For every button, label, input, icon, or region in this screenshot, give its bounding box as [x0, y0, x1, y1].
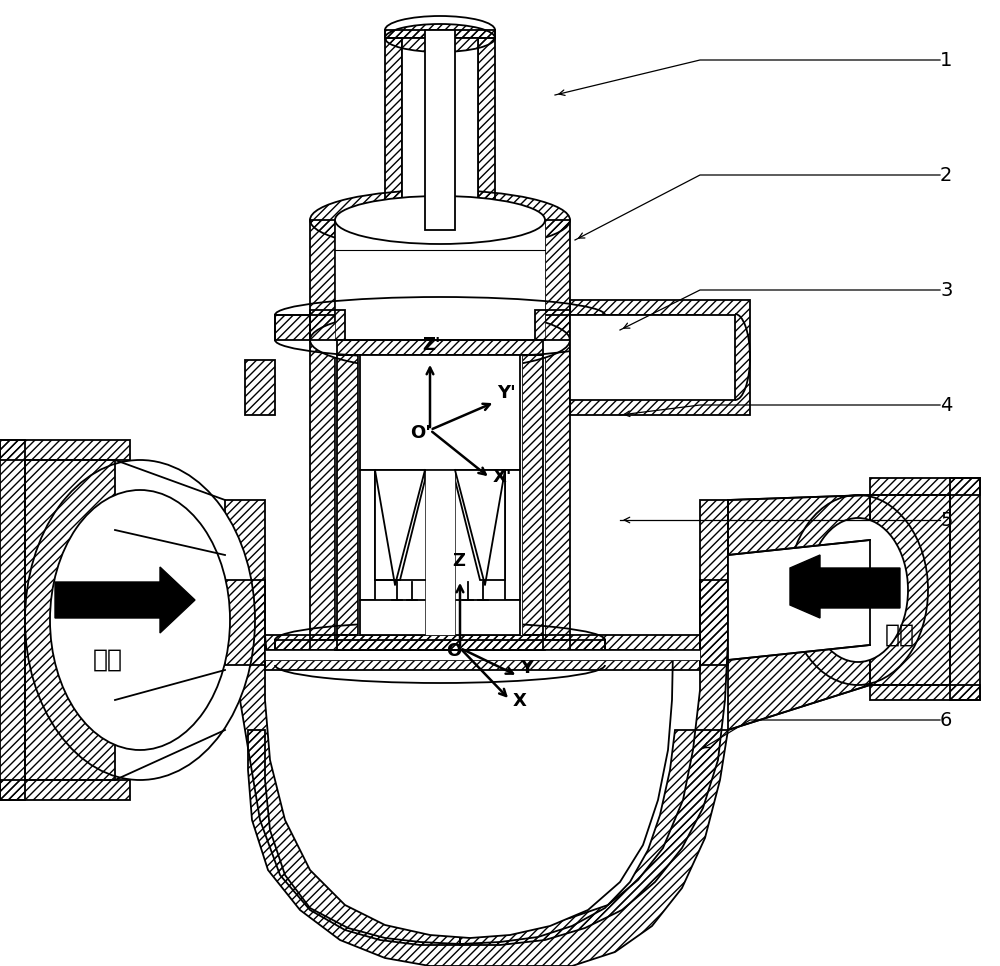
Ellipse shape: [50, 490, 230, 750]
Text: 1: 1: [940, 50, 952, 70]
Text: Z': Z': [422, 336, 441, 354]
Polygon shape: [360, 600, 520, 635]
Polygon shape: [375, 470, 425, 580]
Text: X': X': [493, 468, 512, 486]
Ellipse shape: [385, 206, 495, 234]
Text: Z: Z: [452, 552, 465, 570]
Text: 3: 3: [940, 280, 952, 299]
Text: O': O': [410, 424, 431, 442]
Text: X: X: [513, 692, 527, 710]
Polygon shape: [505, 470, 520, 600]
Text: 5: 5: [940, 510, 952, 529]
Ellipse shape: [808, 518, 908, 662]
Polygon shape: [728, 540, 870, 660]
Ellipse shape: [788, 495, 928, 685]
Text: 4: 4: [940, 395, 952, 414]
Polygon shape: [360, 355, 520, 470]
Text: 6: 6: [940, 711, 952, 729]
Polygon shape: [335, 340, 545, 640]
Polygon shape: [402, 38, 478, 220]
Text: Y: Y: [520, 659, 533, 677]
Ellipse shape: [310, 310, 570, 370]
Ellipse shape: [335, 196, 545, 244]
Text: 入口: 入口: [93, 648, 123, 672]
Polygon shape: [455, 470, 505, 580]
Ellipse shape: [25, 460, 255, 780]
Polygon shape: [360, 470, 375, 600]
Polygon shape: [425, 470, 455, 635]
Polygon shape: [335, 220, 545, 340]
Polygon shape: [55, 567, 195, 633]
Text: O: O: [446, 642, 461, 660]
Polygon shape: [265, 650, 673, 938]
Polygon shape: [425, 30, 455, 230]
Polygon shape: [570, 315, 735, 400]
Polygon shape: [265, 650, 700, 660]
Text: 出口: 出口: [885, 623, 915, 647]
Text: Y': Y': [497, 384, 516, 402]
Polygon shape: [358, 355, 522, 635]
Text: 2: 2: [940, 165, 952, 185]
Polygon shape: [790, 555, 900, 618]
